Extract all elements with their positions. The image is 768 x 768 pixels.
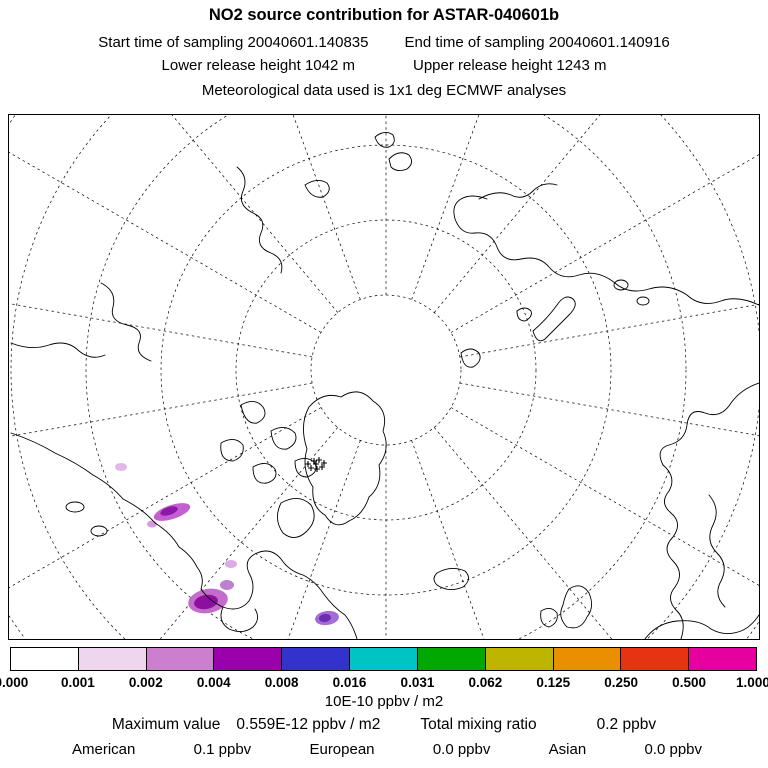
map-svg xyxy=(9,115,759,639)
colorbar-tick-label: 0.000 xyxy=(0,675,29,690)
colorbar-segment xyxy=(77,648,146,670)
region-label: European xyxy=(309,741,375,758)
met-data-text: Meteorological data used is 1x1 deg ECMW… xyxy=(201,82,567,99)
end-time-text: End time of sampling 20040601.140916 xyxy=(404,34,670,51)
colorbar-ticks: 0.000 0.001 0.002 0.004 0.008 0.016 0.031 0.062… xyxy=(0,675,768,693)
colorbar-tick-label: 0.002 xyxy=(128,675,163,690)
colorbar-tick-label: 0.062 xyxy=(468,675,503,690)
total-mixing-label: Total mixing ratio xyxy=(420,716,537,733)
map-panel xyxy=(8,114,760,640)
colorbar-segment xyxy=(620,648,689,670)
sampling-times-line: Start time of sampling 20040601.140835 E… xyxy=(0,34,768,51)
colorbar-segment xyxy=(349,648,417,670)
map-layer xyxy=(9,115,759,639)
colorbar-segment xyxy=(484,648,553,670)
colorbar-segment xyxy=(213,648,282,670)
colorbar-units-label: 10E-10 ppbv / m2 xyxy=(324,693,444,710)
colorbar-tick-label: 0.125 xyxy=(536,675,571,690)
colorbar-wrap: 0.000 0.001 0.002 0.004 0.008 0.016 0.031 0.062… xyxy=(0,647,768,693)
colorbar-segment xyxy=(416,648,485,670)
colorbar-segment xyxy=(11,648,78,670)
colorbar-segment xyxy=(145,648,214,670)
plot-title: NO2 source contribution for ASTAR-040601… xyxy=(208,6,560,24)
region-value: 0.1 ppbv xyxy=(193,741,252,758)
colorbar-segment xyxy=(688,648,756,670)
region-value: 0.0 ppbv xyxy=(432,741,491,758)
summary-values-line: Maximum value 0.559E-12 ppbv / m2 Total … xyxy=(0,716,768,734)
max-value: 0.559E-12 ppbv / m2 xyxy=(236,716,381,733)
colorbar-tick-label: 1.000 xyxy=(736,675,768,690)
region-value: 0.0 ppbv xyxy=(644,741,702,758)
lower-release-text: Lower release height 1042 m xyxy=(161,57,355,74)
region-label: American xyxy=(72,741,136,758)
colorbar-tick-label: 0.016 xyxy=(332,675,367,690)
colorbar-tick-label: 0.031 xyxy=(400,675,435,690)
colorbar xyxy=(10,647,757,671)
upper-release-text: Upper release height 1243 m xyxy=(413,57,607,74)
region-contributions: American 0.1 ppbv European 0.0 ppbv Asian 0.0… xyxy=(72,741,702,758)
met-data-line: Meteorological data used is 1x1 deg ECMW… xyxy=(0,82,768,99)
max-value-label: Maximum value xyxy=(111,716,221,733)
colorbar-tick-label: 0.008 xyxy=(264,675,299,690)
start-time-text: Start time of sampling 20040601.140835 xyxy=(98,34,369,51)
region-label: Asian xyxy=(548,741,587,758)
release-heights-line: Lower release height 1042 m Upper releas… xyxy=(0,57,768,74)
colorbar-tick-label: 0.250 xyxy=(604,675,639,690)
colorbar-tick-label: 0.500 xyxy=(672,675,706,690)
colorbar-tick-label: 0.001 xyxy=(61,675,95,690)
colorbar-segment xyxy=(552,648,621,670)
colorbar-tick-label: 0.004 xyxy=(196,675,231,690)
colorbar-segment xyxy=(281,648,350,670)
total-mixing-value: 0.2 ppbv xyxy=(596,716,657,733)
